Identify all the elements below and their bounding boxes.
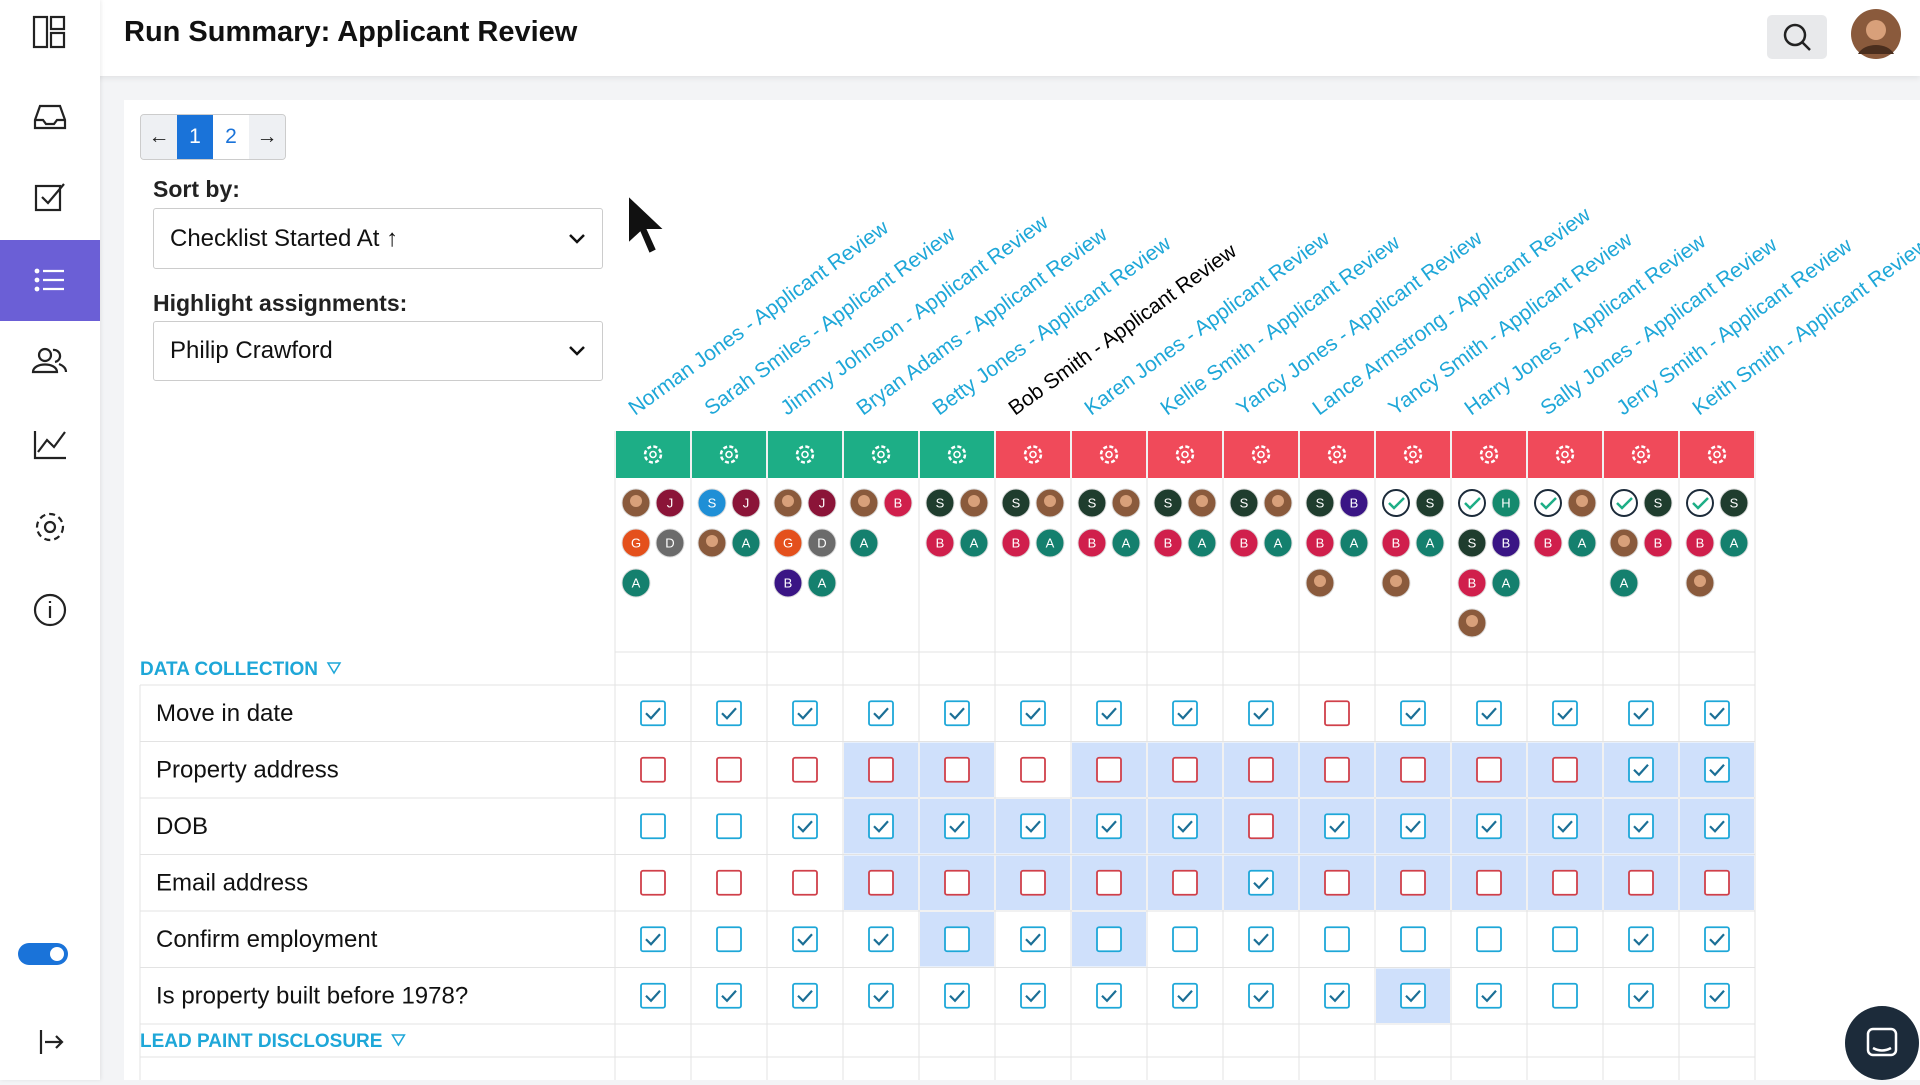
info-icon[interactable] — [33, 593, 67, 627]
sidebar — [0, 0, 100, 1080]
pagination: ← 1 2 → — [140, 114, 286, 160]
user-avatar[interactable] — [1850, 8, 1902, 60]
analytics-icon[interactable] — [33, 431, 66, 460]
page-title: Run Summary: Applicant Review — [124, 16, 578, 48]
top-bar — [0, 0, 1920, 76]
page-button[interactable]: → — [249, 115, 285, 159]
sort-label: Sort by: — [153, 176, 240, 202]
users-icon[interactable] — [31, 347, 68, 374]
page-button[interactable]: 1 — [177, 115, 213, 159]
page-button[interactable]: ← — [141, 115, 177, 159]
chevron — [569, 346, 585, 356]
sidebar-icons — [0, 15, 100, 1054]
inbox-icon[interactable] — [33, 104, 67, 130]
search-button[interactable] — [1767, 15, 1827, 59]
page-button[interactable]: 2 — [213, 115, 249, 159]
sort-select[interactable]: Checklist Started At ↑ — [153, 208, 603, 269]
chevron — [569, 233, 585, 244]
settings-icon[interactable] — [35, 512, 65, 542]
runs-icon[interactable] — [34, 268, 64, 292]
logout-icon[interactable] — [39, 1030, 64, 1054]
highlight-select[interactable]: Philip Crawford — [153, 321, 603, 381]
tasks-icon[interactable] — [34, 183, 65, 212]
sort-value: Checklist Started At ↑ — [170, 224, 399, 252]
toggle[interactable] — [18, 943, 68, 965]
cursor — [627, 192, 668, 256]
chat-button[interactable] — [1844, 1005, 1920, 1080]
dashboard-icon[interactable] — [32, 15, 66, 49]
highlight-value: Philip Crawford — [170, 337, 333, 364]
highlight-label: Highlight assignments: — [153, 290, 408, 316]
